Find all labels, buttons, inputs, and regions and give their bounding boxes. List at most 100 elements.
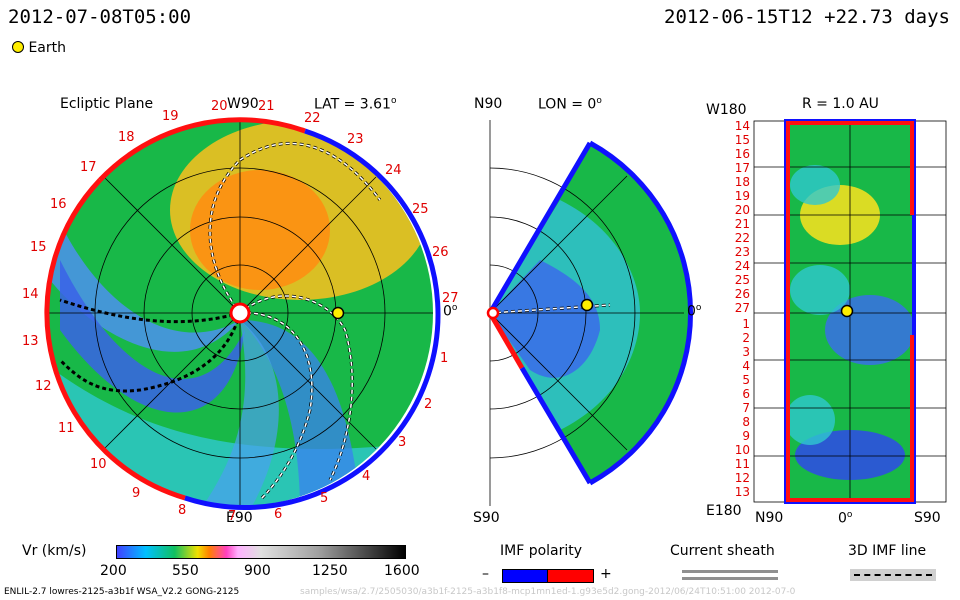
rim-label: 15 [30,240,47,255]
svg-text:20: 20 [735,203,750,217]
rim-label: 21 [258,99,275,114]
rim-label: 24 [385,163,402,178]
e180-label: E180 [706,503,742,519]
svg-text:23: 23 [735,245,750,259]
rim-label: 4 [362,469,370,484]
sphere-x-zero: 0o [838,510,853,527]
colorbar-tick: 200 [100,563,127,579]
svg-text:14: 14 [735,119,750,133]
rim-label: 25 [412,202,429,217]
svg-text:3: 3 [742,345,750,359]
svg-text:7: 7 [742,401,750,415]
svg-text:6: 6 [742,387,750,401]
rim-label: 23 [347,132,364,147]
ecliptic-title: Ecliptic Plane [60,96,154,112]
imf-polarity-label: IMF polarity [500,543,583,559]
lat-label: LAT = 3.61o [314,96,397,113]
w90-label: W90 [227,96,259,112]
rim-label: 22 [304,111,321,126]
svg-text:26: 26 [735,287,750,301]
ecliptic-rim-labels: 20 21 22 23 24 25 26 27 1 2 3 4 5 6 7 8 … [22,99,459,524]
svg-text:11: 11 [735,457,750,471]
current-sheath-line [682,577,778,580]
faded-footer: samples/wsa/2.7/2505030/a3b1f-2125-a3b1f… [300,587,796,597]
svg-text:5: 5 [742,373,750,387]
earth-legend-label: Earth [28,40,66,56]
svg-text:22: 22 [735,231,750,245]
svg-text:27: 27 [735,301,750,315]
svg-text:24: 24 [735,259,750,273]
w180-label: W180 [706,102,747,118]
sun-icon [229,302,251,324]
colorbar-tick: 1600 [384,563,420,579]
svg-text:16: 16 [735,147,750,161]
rim-label: 2 [424,397,432,412]
svg-text:2: 2 [742,331,750,345]
imf-minus: – [482,566,489,582]
zero-label-meridional: 0o [687,303,702,320]
sphere-map-plot: 14 15 16 17 18 19 20 21 22 23 24 25 26 2… [735,119,947,504]
sphere-y-labels: 14 15 16 17 18 19 20 21 22 23 24 25 26 2… [735,119,750,499]
rim-label: 20 [211,99,228,114]
zero-label-ecliptic: 0o [443,303,458,320]
run-date: 2012-07-08T05:00 [8,6,192,28]
svg-text:17: 17 [735,161,750,175]
rim-label: 11 [58,421,75,436]
earth-marker-ecliptic [331,306,345,320]
imf-line-swatch [850,569,936,581]
rim-label: 3 [398,435,406,450]
rim-label: 1 [440,351,448,366]
rim-label: 10 [90,457,107,472]
svg-text:4: 4 [742,359,750,373]
n90-label: N90 [474,96,503,112]
colorbar-tick: 1250 [312,563,348,579]
earth-icon [12,41,24,53]
svg-text:1: 1 [742,317,750,331]
rim-negative [184,128,441,511]
svg-text:19: 19 [735,189,750,203]
current-sheath-label: Current sheath [670,543,775,559]
reference-date: 2012-06-15T12 +22.73 days [664,6,950,28]
sphere-x-s90: S90 [914,510,941,526]
rim-label: 18 [118,130,135,145]
rim-label: 9 [132,486,140,501]
earth-legend: Earth [12,40,66,56]
s90-label: S90 [473,510,500,526]
colorbar-tick: 900 [244,563,271,579]
sphere-x-n90: N90 [755,510,784,526]
rim-label: 5 [320,491,328,506]
current-sheath-line [682,570,778,573]
earth-marker-meridional [580,298,594,312]
rim-label: 8 [178,503,186,518]
svg-text:8: 8 [742,415,750,429]
svg-text:12: 12 [735,471,750,485]
svg-text:25: 25 [735,273,750,287]
model-footer: ENLIL-2.7 lowres-2125-a3b1f WSA_V2.2 GON… [4,587,240,597]
radius-title: R = 1.0 AU [802,96,879,112]
svg-text:21: 21 [735,217,750,231]
svg-text:18: 18 [735,175,750,189]
rim-label: 7 [228,509,236,524]
meridional-plot [486,120,694,506]
imf-plus: + [600,566,612,582]
rim-label: 14 [22,287,39,302]
rim-label: 26 [432,245,449,260]
imf-positive-swatch [547,569,594,583]
svg-text:10: 10 [735,443,750,457]
svg-text:9: 9 [742,429,750,443]
rim-label: 12 [35,379,52,394]
colorbar [116,545,406,559]
e90-label: E90 [226,510,253,526]
svg-text:15: 15 [735,133,750,147]
rim-label: 6 [274,507,282,522]
imf-negative-swatch [502,569,549,583]
imf-line-label: 3D IMF line [848,543,927,559]
earth-marker-sphere [840,304,854,318]
svg-text:13: 13 [735,485,750,499]
rim-positive [44,178,186,501]
rim-label: 13 [22,334,39,349]
rim-label: 17 [80,160,97,175]
rim-label: 27 [442,291,459,306]
lon-label: LON = 0o [538,96,602,113]
